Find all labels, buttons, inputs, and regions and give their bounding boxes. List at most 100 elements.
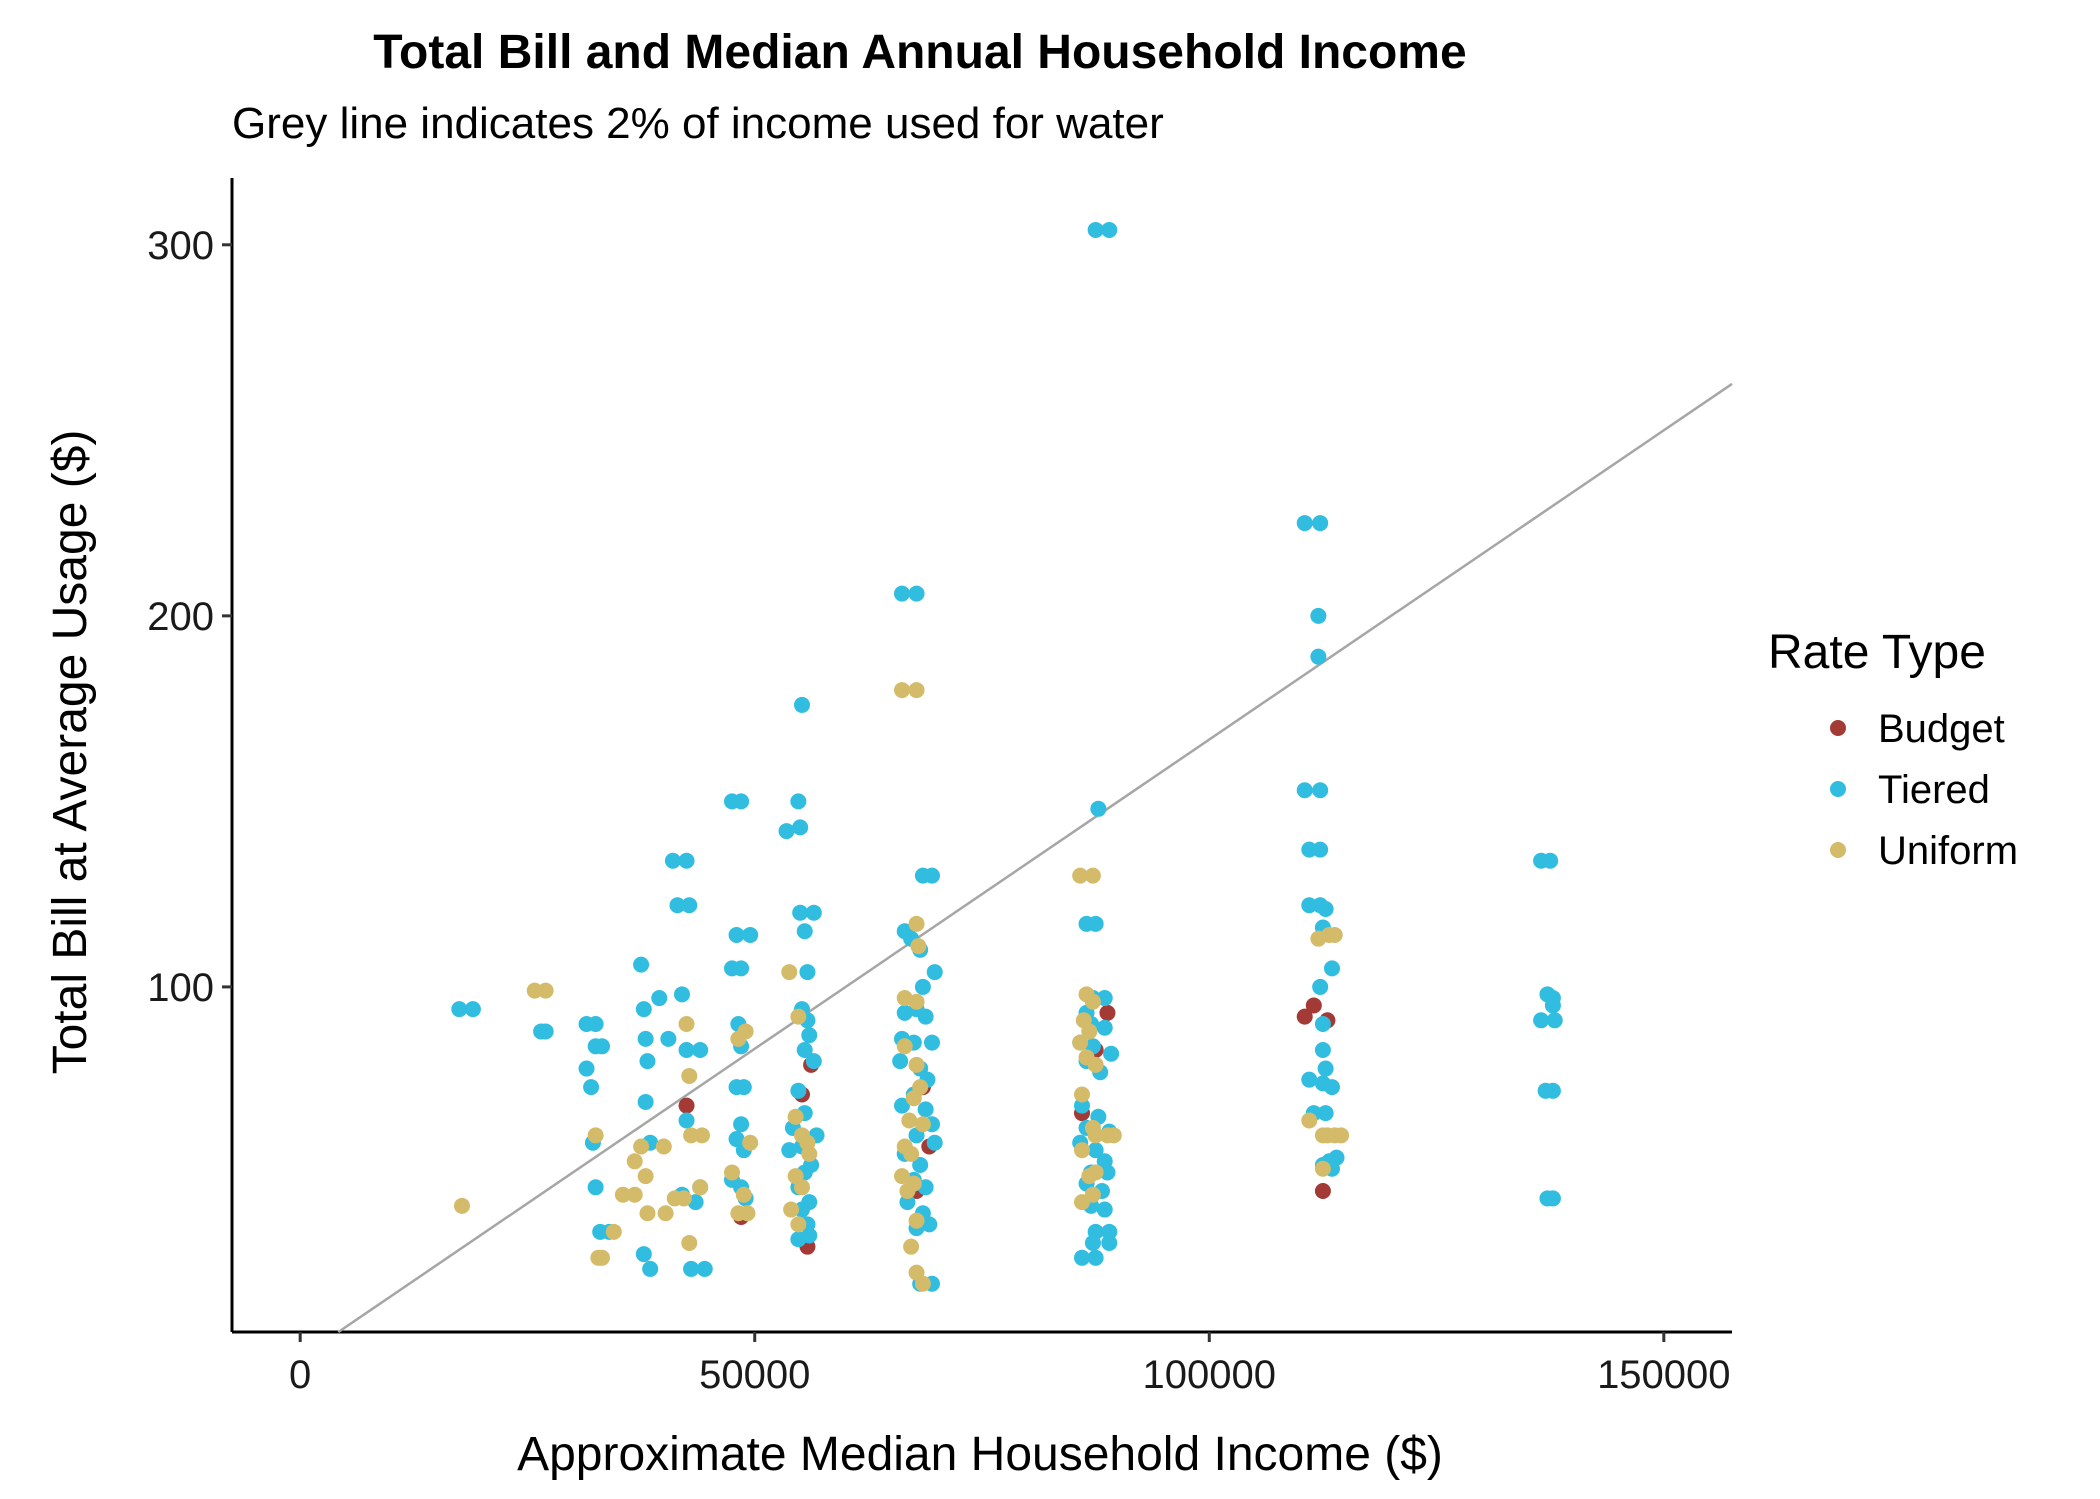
data-point: [1312, 515, 1329, 532]
data-point: [799, 964, 816, 981]
y-tick-label: 300: [147, 224, 214, 268]
data-point: [696, 1260, 713, 1277]
data-point: [1101, 1234, 1118, 1251]
data-point: [1312, 841, 1329, 858]
data-point: [1305, 997, 1322, 1014]
data-point: [1101, 221, 1118, 238]
data-point: [637, 1093, 654, 1110]
chart-subtitle: Grey line indicates 2% of income used fo…: [232, 99, 1164, 148]
data-point: [1087, 1127, 1104, 1144]
data-point: [675, 1190, 692, 1207]
data-point: [914, 978, 931, 995]
y-axis: 100 200 300: [147, 178, 234, 1332]
data-point: [1096, 1019, 1113, 1036]
data-point: [1090, 800, 1107, 817]
data-point: [914, 1116, 931, 1133]
data-point: [1105, 1127, 1122, 1144]
data-point: [637, 1168, 654, 1185]
data-point: [796, 923, 813, 940]
data-point: [594, 1249, 610, 1266]
data-point: [1103, 1045, 1120, 1062]
data-point: [605, 1223, 622, 1240]
data-point: [790, 1008, 807, 1025]
data-point: [781, 1142, 798, 1159]
legend-title: Rate Type: [1768, 626, 1986, 679]
data-point: [1296, 782, 1313, 799]
data-point: [537, 1023, 554, 1040]
data-point: [626, 1186, 643, 1203]
data-point: [1314, 1182, 1331, 1199]
data-point: [537, 982, 554, 999]
legend-label-tiered: Tiered: [1878, 768, 1990, 812]
data-point: [1087, 1142, 1104, 1159]
data-point: [1081, 1168, 1098, 1185]
data-point: [1317, 900, 1334, 917]
x-tick-label: 50000: [699, 1353, 810, 1397]
y-tick-label: 200: [147, 595, 214, 639]
data-point: [792, 904, 809, 921]
x-axis: 0 50000 100000 150000: [232, 1330, 1732, 1397]
data-point: [1544, 1082, 1561, 1099]
data-point: [1084, 1234, 1101, 1251]
data-point: [678, 1041, 695, 1058]
data-point: [896, 1038, 913, 1055]
data-point: [1074, 1194, 1090, 1211]
data-point: [1544, 997, 1561, 1014]
data-point: [737, 1023, 754, 1040]
data-point: [614, 1186, 631, 1203]
data-point: [801, 1227, 818, 1244]
data-point: [683, 1260, 700, 1277]
data-point: [1296, 515, 1313, 532]
data-point: [1310, 648, 1327, 665]
data-point: [781, 964, 798, 981]
data-point: [1074, 1142, 1090, 1159]
data-point: [735, 1079, 752, 1096]
data-point: [905, 1090, 922, 1107]
x-tick-label: 0: [289, 1353, 311, 1397]
data-point: [899, 1182, 916, 1199]
data-point: [1324, 960, 1340, 977]
data-point: [924, 867, 940, 884]
data-point: [1074, 1086, 1090, 1103]
data-point: [735, 1186, 752, 1203]
data-point: [1099, 1164, 1116, 1181]
data-point: [1314, 1160, 1331, 1177]
x-tick-label: 150000: [1597, 1353, 1730, 1397]
data-point: [733, 793, 750, 810]
data-point: [678, 1016, 695, 1033]
data-point: [790, 1082, 807, 1099]
data-point: [801, 1027, 818, 1044]
data-point: [742, 1134, 759, 1151]
data-point: [896, 1004, 913, 1021]
y-axis-label: Total Bill at Average Usage ($): [44, 430, 97, 1075]
data-point: [1314, 1016, 1331, 1033]
data-point: [899, 1194, 916, 1211]
data-point: [903, 1238, 920, 1255]
series-uniform: [454, 682, 1350, 1292]
data-point: [626, 1153, 643, 1170]
data-point: [1310, 607, 1327, 624]
chart-title: Total Bill and Median Annual Household I…: [373, 26, 1466, 79]
data-point: [801, 1145, 818, 1162]
data-point: [894, 682, 910, 699]
data-point: [587, 1179, 604, 1196]
data-point: [1096, 1201, 1113, 1218]
data-point: [651, 990, 668, 1007]
data-point: [637, 1030, 654, 1047]
data-point: [1087, 1056, 1104, 1073]
data-point: [790, 1216, 807, 1233]
data-point: [908, 1056, 925, 1073]
data-point: [917, 1101, 934, 1118]
data-point: [733, 960, 750, 977]
data-point: [642, 1260, 659, 1277]
data-point: [1084, 867, 1101, 884]
data-point: [1301, 1071, 1318, 1088]
data-point: [1324, 1079, 1340, 1096]
data-point: [1312, 782, 1329, 799]
data-point: [787, 1108, 804, 1125]
legend: Rate Type Budget Tiered Uniform: [1768, 626, 2018, 873]
data-point: [901, 1112, 918, 1129]
data-point: [1533, 1012, 1550, 1029]
data-point: [1087, 1249, 1104, 1266]
